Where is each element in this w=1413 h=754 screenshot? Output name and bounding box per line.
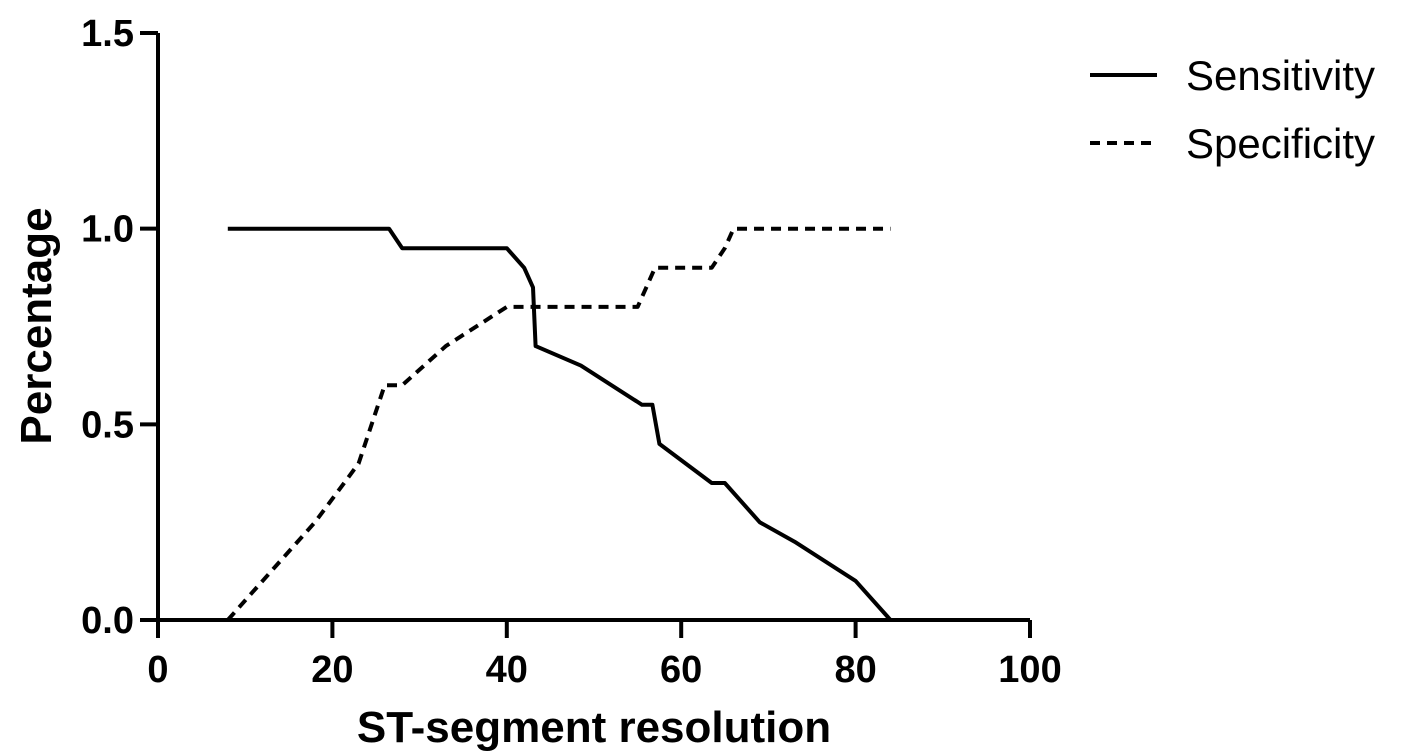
y-tick-label-0.0: 0.0 <box>81 600 134 642</box>
x-tick-label-20: 20 <box>311 649 353 691</box>
y-tick-label-1.5: 1.5 <box>81 13 134 55</box>
axes <box>156 33 1030 622</box>
series <box>226 226 892 622</box>
legend-label-sensitivity: Sensitivity <box>1186 52 1375 99</box>
x-tick-label-40: 40 <box>486 649 528 691</box>
x-tick-label-80: 80 <box>834 649 876 691</box>
ticks: 0 20 40 60 80 100 0.0 0.5 1.0 1.5 <box>81 13 1062 691</box>
x-tick-label-100: 100 <box>998 649 1061 691</box>
x-tick-label-60: 60 <box>660 649 702 691</box>
y-tick-label-1.0: 1.0 <box>81 209 134 251</box>
y-tick-label-0.5: 0.5 <box>81 404 134 446</box>
series-line-sensitivity <box>227 226 892 622</box>
legend: Sensitivity Specificity <box>1090 52 1375 167</box>
x-tick-label-0: 0 <box>147 649 168 691</box>
legend-label-specificity: Specificity <box>1186 120 1375 167</box>
series-line-specificity <box>226 226 891 622</box>
x-axis-title: ST-segment resolution <box>357 703 831 752</box>
y-axis-title: Percentage <box>12 207 61 444</box>
